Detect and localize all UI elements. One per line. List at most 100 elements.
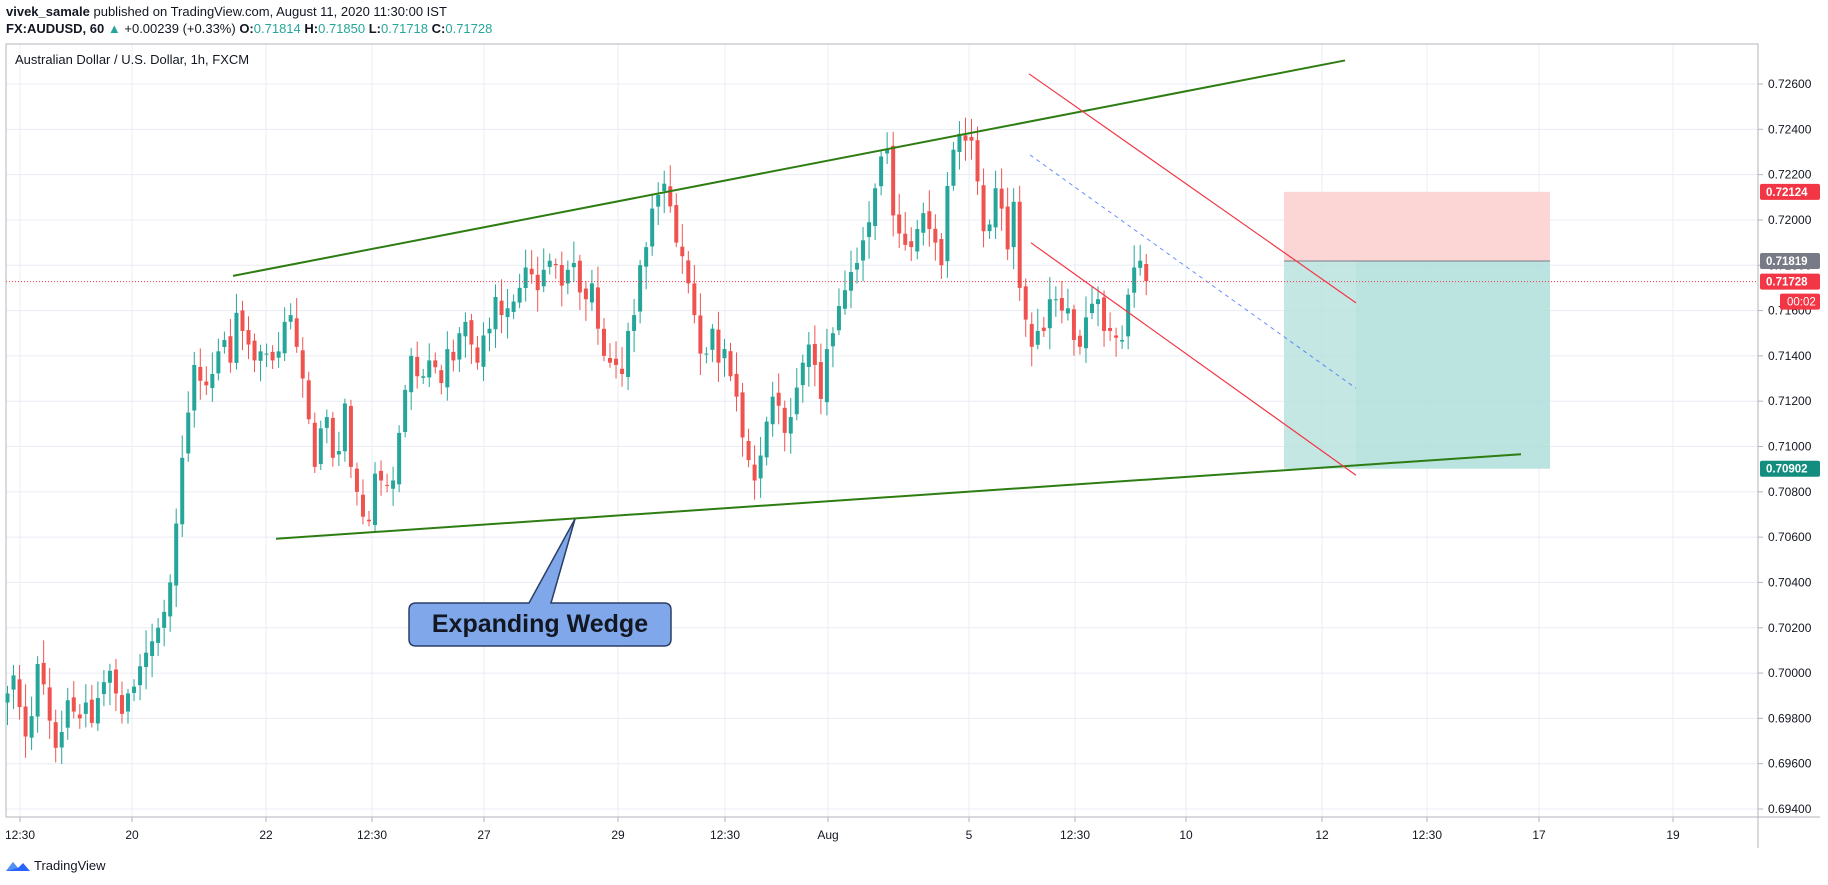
price-label-bg <box>1760 273 1820 290</box>
candle-up <box>565 269 570 284</box>
candle-up <box>107 670 112 683</box>
annotation-label: Expanding Wedge <box>432 610 648 638</box>
candle-up <box>1120 340 1125 342</box>
candle-down <box>686 260 691 284</box>
candle-up <box>481 335 486 367</box>
candle-up <box>855 262 860 270</box>
candle-down <box>1041 327 1046 331</box>
channel-mid-line[interactable] <box>1029 154 1357 389</box>
candle-down <box>1102 297 1107 331</box>
callout[interactable]: Expanding Wedge <box>404 518 672 647</box>
price-label-bg <box>1760 252 1820 269</box>
time-axis[interactable]: 12:30 20 22 12:30 27 29 12:30 Aug 5 12:30 10 12 12:3… <box>5 817 1680 842</box>
candle-up <box>957 133 962 152</box>
candle-up <box>656 195 661 207</box>
candle-down <box>1071 309 1076 341</box>
candle-down <box>1017 201 1022 288</box>
candle-up <box>397 432 402 485</box>
candle-up <box>722 349 727 359</box>
candle-down <box>499 300 504 316</box>
candle-down <box>559 264 564 286</box>
ohlc-legend: FX:AUDUSD, 60 ▲ +0.00239 (+0.33%) O:0.71… <box>6 21 492 36</box>
candle-up <box>409 355 414 393</box>
candle-up <box>626 330 631 378</box>
time-tick-label: 29 <box>611 828 625 842</box>
candle-down <box>674 205 679 243</box>
time-tick-label: 17 <box>1532 828 1546 842</box>
candle-up <box>95 697 100 724</box>
price-label-bg <box>1760 183 1820 200</box>
price-tick-label: 0.71200 <box>1768 394 1812 408</box>
candle-down <box>270 351 275 361</box>
candle-down <box>1023 286 1028 320</box>
wedge-lower-line[interactable] <box>275 453 1522 540</box>
take-profit-zone-inner <box>1356 260 1550 469</box>
candle-down <box>529 268 534 275</box>
candle-up <box>258 351 263 361</box>
candle-up <box>662 183 667 191</box>
candle-down <box>752 464 757 481</box>
candle-up <box>511 301 516 312</box>
candle-up <box>222 340 227 347</box>
candle-up <box>945 185 950 262</box>
candle-up <box>885 149 890 154</box>
price-tick-label: 0.72200 <box>1768 168 1812 182</box>
price-label-text: 0.71819 <box>1766 256 1808 268</box>
candle-down <box>119 695 124 714</box>
candle-up <box>65 700 70 728</box>
candle-up <box>824 349 829 403</box>
time-tick-label: 22 <box>259 828 273 842</box>
candle-down <box>975 140 980 182</box>
publish-info: vivek_samale published on TradingView.co… <box>6 4 447 19</box>
time-tick-label: 12:30 <box>357 828 387 842</box>
trend-drawings[interactable] <box>232 59 1522 540</box>
candle-down <box>240 310 245 331</box>
candle-up <box>445 349 450 388</box>
price-label-text: 0.71728 <box>1766 277 1808 289</box>
candle-up <box>318 428 323 465</box>
channel-lower-line[interactable] <box>1030 242 1357 476</box>
time-tick-label: 12:30 <box>1412 828 1442 842</box>
wedge-upper-line[interactable] <box>232 59 1346 277</box>
candle-up <box>132 686 137 693</box>
candle-up <box>234 312 239 363</box>
candle-up <box>342 403 347 452</box>
candle-down <box>379 470 384 481</box>
candle-up <box>156 627 161 643</box>
close-value: 0.71728 <box>445 21 493 36</box>
author-name[interactable]: vivek_samale <box>6 4 90 19</box>
publish-text: published on TradingView.com, August 11,… <box>93 4 447 19</box>
time-tick-label: 12 <box>1315 828 1329 842</box>
price-tick-label: 0.70800 <box>1768 485 1812 499</box>
candle-up <box>5 693 10 703</box>
price-tick-label: 0.70600 <box>1768 530 1812 544</box>
candle-down <box>553 263 558 266</box>
candle-down <box>1005 206 1010 250</box>
position-zones[interactable] <box>1284 191 1550 469</box>
high-label: H: <box>304 21 319 36</box>
candles <box>5 117 1149 764</box>
candle-up <box>457 333 462 360</box>
candle-down <box>475 347 480 363</box>
candle-down <box>577 260 582 293</box>
countdown-bg <box>1780 293 1820 310</box>
candle-down <box>963 135 968 141</box>
candle-up <box>421 376 426 378</box>
candle-down <box>17 679 22 708</box>
low-value: 0.71718 <box>381 21 429 36</box>
tradingview-logo[interactable]: TradingView <box>6 858 106 873</box>
candle-up <box>427 360 432 378</box>
stop-loss-zone[interactable] <box>1284 191 1550 261</box>
candle-down <box>354 468 359 492</box>
candle-up <box>1065 308 1070 314</box>
price-tick-label: 0.70200 <box>1768 621 1812 635</box>
price-label-text: 0.70902 <box>1766 464 1808 476</box>
candle-down <box>740 392 745 438</box>
candle-up <box>1126 294 1131 337</box>
candle-down <box>360 494 365 517</box>
candle-up <box>638 265 643 312</box>
channel-upper-line[interactable] <box>1028 73 1357 304</box>
candle-up <box>288 315 293 322</box>
candle-down <box>909 241 914 248</box>
